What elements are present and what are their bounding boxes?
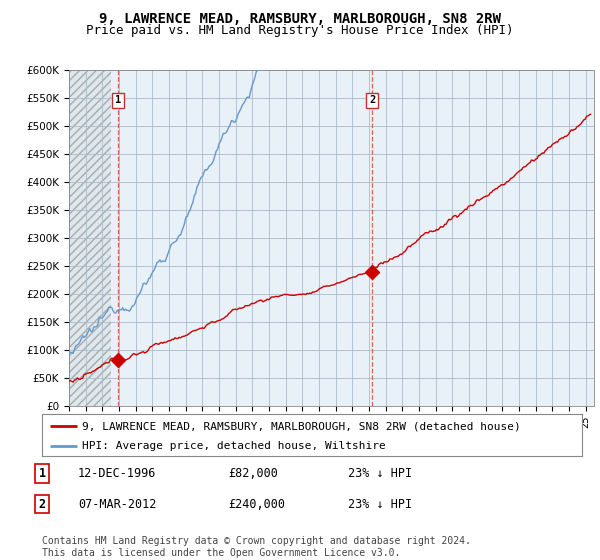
Text: £82,000: £82,000	[228, 466, 278, 480]
Text: 1: 1	[38, 466, 46, 480]
Text: HPI: Average price, detached house, Wiltshire: HPI: Average price, detached house, Wilt…	[83, 441, 386, 451]
Text: Contains HM Land Registry data © Crown copyright and database right 2024.
This d: Contains HM Land Registry data © Crown c…	[42, 536, 471, 558]
Bar	[69, 70, 110, 406]
Text: 1: 1	[115, 95, 121, 105]
Text: 2: 2	[38, 497, 46, 511]
Text: 07-MAR-2012: 07-MAR-2012	[78, 497, 157, 511]
Text: 23% ↓ HPI: 23% ↓ HPI	[348, 466, 412, 480]
Text: £240,000: £240,000	[228, 497, 285, 511]
Text: 9, LAWRENCE MEAD, RAMSBURY, MARLBOROUGH, SN8 2RW: 9, LAWRENCE MEAD, RAMSBURY, MARLBOROUGH,…	[99, 12, 501, 26]
Text: 12-DEC-1996: 12-DEC-1996	[78, 466, 157, 480]
Text: 23% ↓ HPI: 23% ↓ HPI	[348, 497, 412, 511]
Text: 9, LAWRENCE MEAD, RAMSBURY, MARLBOROUGH, SN8 2RW (detached house): 9, LAWRENCE MEAD, RAMSBURY, MARLBOROUGH,…	[83, 421, 521, 431]
Text: 2: 2	[369, 95, 375, 105]
Text: Price paid vs. HM Land Registry's House Price Index (HPI): Price paid vs. HM Land Registry's House …	[86, 24, 514, 37]
